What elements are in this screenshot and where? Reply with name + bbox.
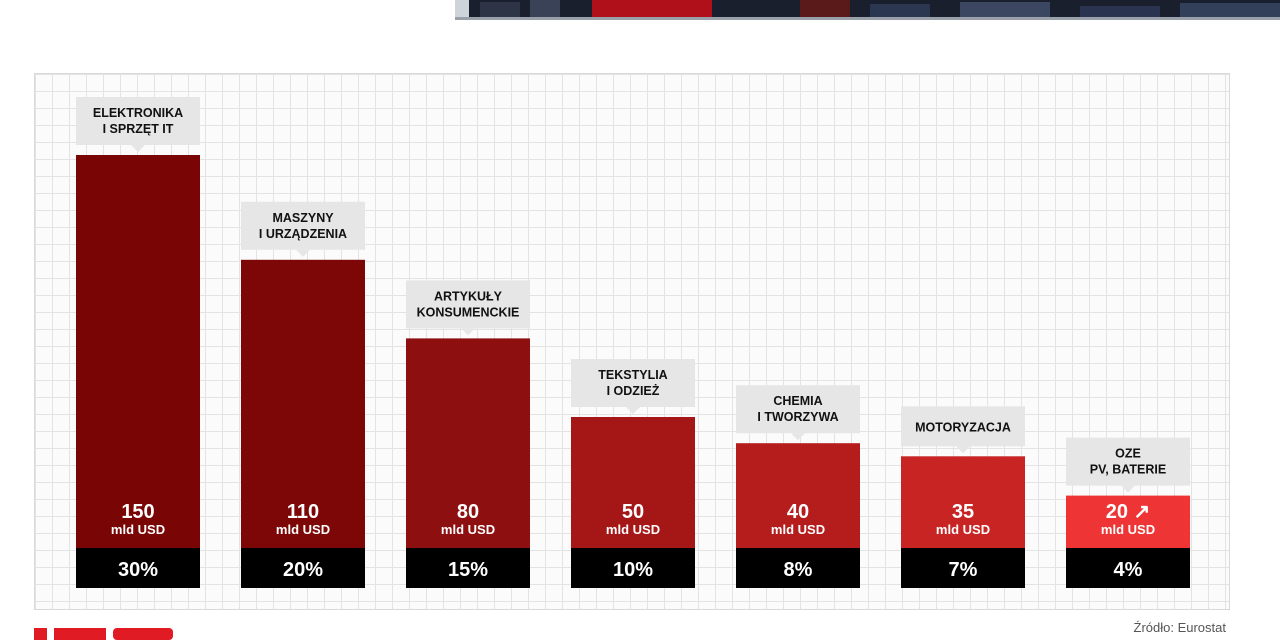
value-label: 35	[952, 501, 974, 523]
source-note: Źródło: Eurostat	[1133, 620, 1227, 635]
share-band	[1066, 548, 1190, 588]
unit-label: mld USD	[771, 522, 825, 537]
unit-label: mld USD	[276, 522, 330, 537]
bar	[901, 456, 1025, 548]
value-label: 50	[622, 501, 644, 523]
share-label: 4%	[1114, 559, 1143, 581]
category-callout-pointer	[1121, 485, 1135, 493]
category-callout-pointer	[131, 145, 145, 152]
category-callout-box	[736, 385, 860, 434]
unit-label: mld USD	[1101, 522, 1155, 537]
bar	[1066, 495, 1190, 548]
unit-label: mld USD	[111, 522, 165, 537]
category-label: MOTORYZACJA	[915, 420, 1011, 434]
category-callout-pointer	[461, 328, 475, 336]
share-band	[571, 548, 695, 588]
share-band	[76, 548, 200, 588]
unit-label: mld USD	[936, 522, 990, 537]
share-label: 7%	[949, 559, 978, 581]
top-banner-image	[455, 0, 1280, 20]
share-label: 10%	[613, 559, 653, 581]
value-label: 40	[787, 501, 809, 523]
category-label: I TWORZYWA	[757, 410, 838, 424]
category-label: I SPRZĘT IT	[103, 122, 174, 136]
unit-label: mld USD	[606, 522, 660, 537]
share-band	[406, 548, 530, 588]
value-label: 110	[287, 501, 319, 523]
category-label: TEKSTYLIA	[598, 368, 667, 382]
category-label: PV, BATERIE	[1090, 463, 1166, 477]
category-callout-box	[901, 406, 1025, 447]
category-callout-box	[406, 280, 530, 329]
share-band	[736, 548, 860, 588]
category-label: MASZYNY	[272, 211, 334, 225]
bar	[406, 338, 530, 548]
bar	[76, 155, 200, 548]
share-band	[241, 548, 365, 588]
value-label: 20 ↗	[1106, 501, 1151, 523]
category-label: ELEKTRONIKA	[93, 106, 183, 120]
category-callout-box	[1066, 437, 1190, 486]
category-label: KONSUMENCKIE	[417, 305, 520, 319]
category-label: I URZĄDZENIA	[259, 227, 347, 241]
unit-label: mld USD	[441, 522, 495, 537]
share-band	[901, 548, 1025, 588]
share-label: 30%	[118, 559, 158, 581]
bar	[241, 259, 365, 548]
brand-logo	[34, 628, 173, 640]
category-callout-pointer	[791, 433, 805, 441]
share-label: 20%	[283, 559, 323, 581]
category-label: OZE	[1115, 447, 1141, 461]
category-label: I ODZIEŻ	[607, 383, 660, 398]
category-callout-pointer	[296, 249, 310, 257]
category-label: CHEMIA	[773, 394, 822, 408]
value-label: 150	[121, 501, 154, 523]
bar	[571, 417, 695, 548]
category-callout-box	[571, 359, 695, 407]
share-label: 8%	[784, 559, 813, 581]
category-callout-box	[76, 97, 200, 145]
bar	[736, 443, 860, 548]
category-callout-pointer	[626, 407, 640, 414]
value-label: 80	[457, 501, 479, 523]
category-callout-box	[241, 201, 365, 250]
category-label: ARTYKUŁY	[434, 289, 503, 303]
category-callout-pointer	[956, 446, 970, 454]
share-label: 15%	[448, 559, 488, 581]
